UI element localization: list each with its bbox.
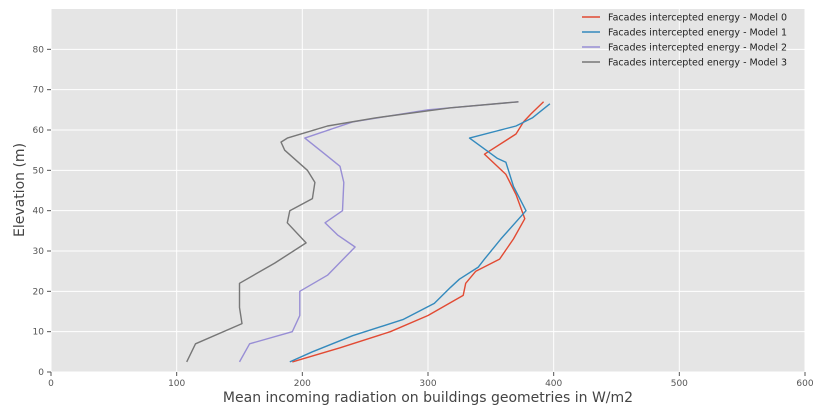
- series-lines: [186, 101, 551, 363]
- y-tick-label: 60: [33, 126, 45, 136]
- x-tick-label: 0: [48, 379, 54, 389]
- x-tick-label: 100: [168, 379, 185, 389]
- x-tick-label: 300: [419, 379, 436, 389]
- series-line-model-1: [289, 103, 551, 363]
- x-tick-label: 500: [671, 379, 688, 389]
- series-line-model-3: [186, 101, 519, 363]
- x-tick-label: 400: [545, 379, 562, 389]
- legend: Facades intercepted energy - Model 0 Fac…: [582, 13, 787, 69]
- y-tick-label: 80: [33, 45, 45, 55]
- x-tick-label: 200: [294, 379, 311, 389]
- y-tick-label: 70: [33, 86, 45, 96]
- x-tick-label: 600: [796, 379, 813, 389]
- series-line-model-2: [238, 101, 519, 363]
- legend-label-model-3: Facades intercepted energy - Model 3: [608, 58, 787, 69]
- series-line-model-0: [292, 101, 545, 363]
- legend-label-model-1: Facades intercepted energy - Model 1: [608, 28, 787, 39]
- y-axis-label: Elevation (m): [12, 143, 28, 237]
- x-axis-label: Mean incoming radiation on buildings geo…: [223, 390, 633, 406]
- y-tick-label: 30: [33, 247, 45, 257]
- tick-labels: 0 100 200 300 400 500 600 0 10 20 30 40 50 60 70 80: [33, 45, 814, 389]
- y-tick-label: 20: [33, 287, 45, 297]
- y-tick-label: 10: [33, 328, 45, 338]
- legend-label-model-2: Facades intercepted energy - Model 2: [608, 43, 787, 54]
- y-tick-label: 50: [33, 166, 45, 176]
- y-tick-label: 0: [38, 368, 44, 378]
- y-tick-label: 40: [33, 207, 45, 217]
- legend-label-model-0: Facades intercepted energy - Model 0: [608, 13, 787, 24]
